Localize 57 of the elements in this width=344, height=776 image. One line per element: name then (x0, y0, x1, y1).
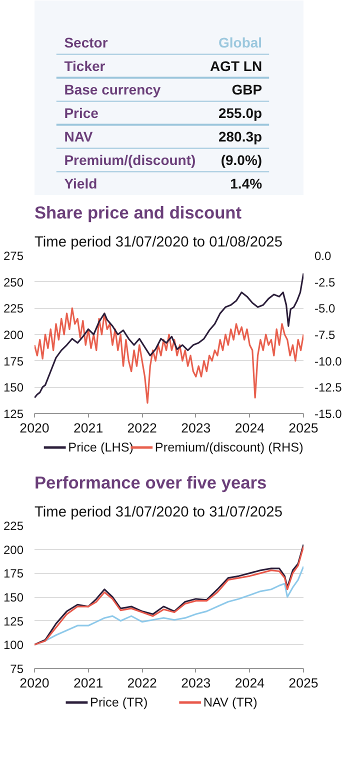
legend-label: Price (TR) (90, 696, 148, 710)
y-tick-label: 225 (3, 302, 24, 316)
x-tick-label: 2024 (234, 676, 266, 690)
y2-tick-label: -15.0 (314, 407, 342, 421)
legend-label: Premium/(discount) (RHS) (154, 440, 304, 454)
legend-label: NAV (TR) (203, 696, 258, 710)
category-label: NAV (64, 128, 94, 144)
category-label: Yield (64, 176, 98, 192)
y-tick-label: 175 (3, 566, 24, 581)
text: Global (218, 34, 262, 50)
category-label: Sector (64, 34, 108, 50)
x-tick-label: 2020 (20, 676, 50, 690)
text: 280.3p (218, 128, 262, 144)
chart-subtitle: Time period 31/07/2020 to 31/07/2025 (34, 504, 282, 520)
legend-label: Price (LHS) (68, 440, 134, 454)
x-tick-label: 2020 (20, 420, 50, 436)
x-tick-label: 2023 (181, 420, 211, 436)
line-series (34, 272, 304, 398)
x-tick-label: 2022 (127, 420, 157, 436)
x-tick-label: 2022 (127, 676, 157, 690)
category-label: Ticker (64, 58, 106, 74)
y-tick-label: 125 (3, 407, 24, 421)
text: 255.0p (218, 105, 262, 121)
x-tick-label: 2025 (288, 420, 318, 436)
chart-title: Share price and discount (34, 202, 242, 222)
y-tick-label: 200 (3, 542, 24, 557)
y-tick-label: 275 (3, 249, 24, 263)
y-tick-label: 150 (3, 380, 24, 395)
line-series (34, 307, 304, 404)
y-tick-label: 175 (3, 354, 24, 368)
y2-tick-label: -12.5 (314, 380, 342, 395)
text: 1.4% (230, 176, 262, 192)
y-tick-label: 100 (3, 638, 24, 652)
y2-tick-label: -7.5 (314, 328, 336, 342)
y-tick-label: 200 (3, 328, 24, 342)
x-tick-label: 2023 (181, 676, 211, 690)
text: (9.0%) (220, 152, 262, 168)
y-tick-label: 225 (3, 519, 24, 533)
x-tick-label: 2021 (73, 420, 104, 436)
category-label: Premium/(discount) (64, 152, 196, 168)
category-label: Base currency (64, 82, 161, 98)
x-tick-label: 2024 (234, 420, 266, 436)
y-tick-label: 75 (10, 662, 24, 676)
y2-tick-label: -2.5 (314, 275, 336, 290)
category-label: Price (64, 105, 99, 121)
x-tick-label: 2021 (73, 676, 104, 690)
y2-tick-label: -10.0 (314, 354, 342, 368)
y-tick-label: 125 (3, 614, 24, 628)
chart-title: Performance over five years (34, 472, 267, 492)
text: GBP (232, 82, 262, 98)
chart-subtitle: Time period 31/07/2020 to 01/08/2025 (34, 234, 282, 250)
y-tick-label: 250 (3, 275, 24, 290)
x-tick-label: 2025 (288, 676, 318, 690)
text: AGT LN (210, 58, 262, 74)
y-tick-label: 150 (3, 590, 24, 604)
y2-tick-label: 0.0 (314, 249, 332, 263)
y2-tick-label: -5.0 (314, 302, 336, 316)
